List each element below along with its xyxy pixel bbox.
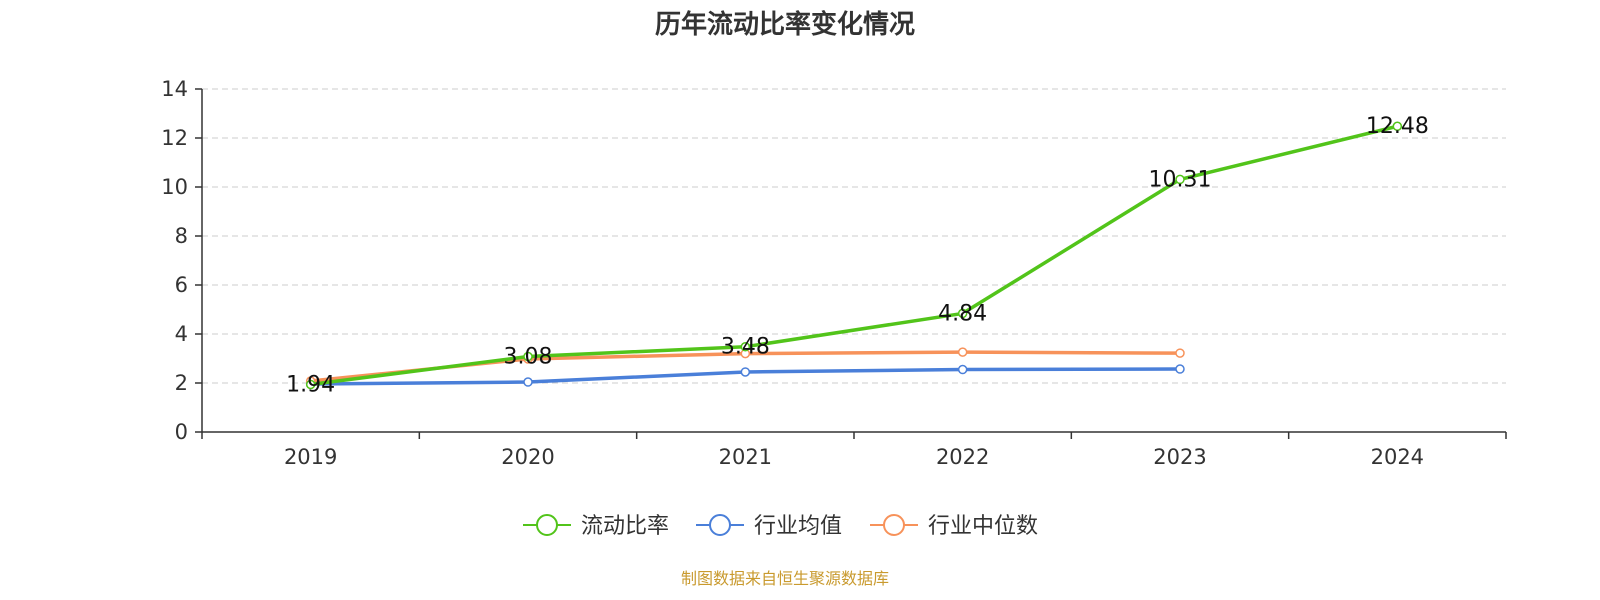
data-label: 3.08 [504, 345, 553, 370]
y-tick-label: 8 [175, 224, 188, 248]
legend-item: 流动比率 [523, 514, 669, 539]
data-point [305, 379, 316, 390]
x-tick-label: 2019 [284, 445, 337, 469]
legend: 流动比率 行业均值 行业中位数 [523, 514, 1038, 539]
x-tick-label: 2022 [936, 445, 989, 469]
data-point [740, 367, 751, 377]
legend-marker-icon [536, 514, 558, 536]
data-point [740, 341, 751, 352]
data-point [523, 351, 533, 362]
data-point [1392, 121, 1403, 131]
data-point [957, 347, 968, 357]
x-tick-label: 2023 [1153, 445, 1206, 469]
chart-title: 历年流动比率变化情况 [655, 9, 915, 40]
x-tick-label: 2020 [501, 445, 554, 469]
legend-marker-icon [883, 514, 905, 536]
legend-label: 流动比率 [581, 514, 669, 539]
source-note: 制图数据来自恒生聚源数据库 [681, 569, 889, 588]
legend-label: 行业中位数 [928, 514, 1038, 539]
legend-label: 行业均值 [754, 514, 842, 539]
y-tick-label: 12 [161, 126, 188, 150]
data-labels: 1.94 3.08 3.48 4.84 10.31 12.48 [286, 114, 1429, 397]
legend-item: 行业中位数 [870, 514, 1038, 539]
data-label: 12.48 [1366, 114, 1429, 139]
data-point [1175, 348, 1185, 358]
x-tick-label: 2021 [719, 445, 772, 469]
data-point [1175, 364, 1185, 374]
y-tick-label: 4 [175, 322, 188, 346]
data-label: 1.94 [286, 372, 335, 397]
grid-lines [202, 88, 1506, 384]
axes: 0 2 4 6 8 10 12 14 2019 2020 2021 2022 2023 2024 [161, 77, 1507, 469]
legend-marker-icon [709, 514, 731, 536]
y-tick-label: 6 [175, 273, 188, 297]
data-label: 4.84 [938, 301, 987, 326]
legend-item: 行业均值 [696, 514, 842, 539]
y-tick-label: 2 [175, 371, 188, 395]
data-label: 3.48 [721, 335, 770, 360]
data-point [957, 364, 968, 375]
data-point [957, 308, 968, 319]
data-point [1175, 174, 1185, 185]
data-point [523, 377, 533, 387]
x-tick-label: 2024 [1371, 445, 1424, 469]
data-label: 10.31 [1149, 167, 1212, 192]
series-group [305, 121, 1403, 390]
y-tick-label: 0 [175, 420, 188, 444]
series-line [310, 124, 1398, 387]
y-tick-label: 10 [161, 175, 188, 199]
y-tick-label: 14 [161, 77, 188, 101]
